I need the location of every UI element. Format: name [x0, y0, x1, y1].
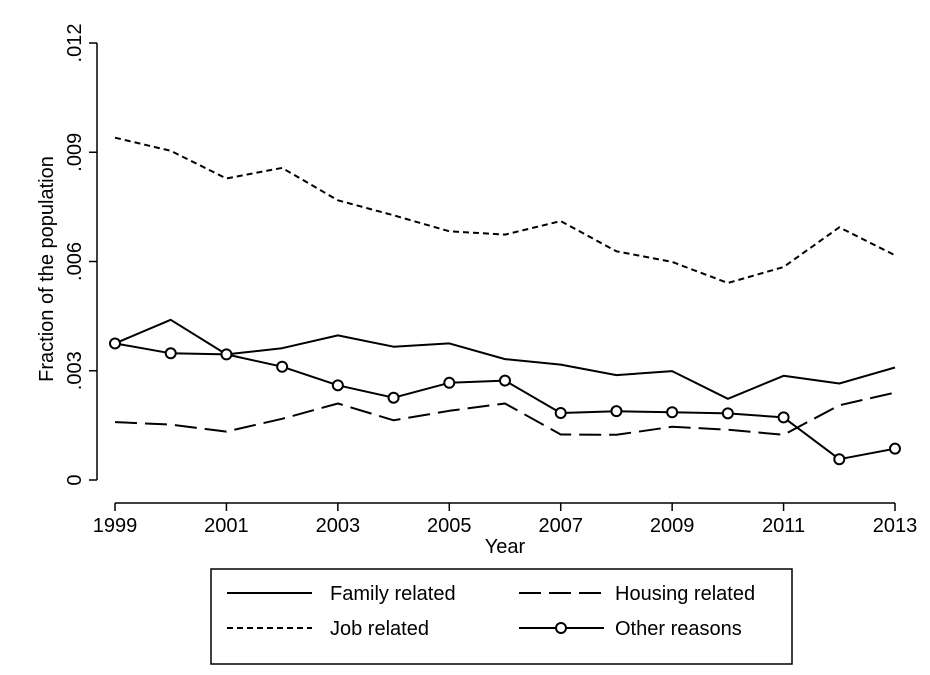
x-tick-label: 2003 — [316, 515, 361, 537]
data-point-other-reasons — [499, 374, 511, 387]
x-tick-label: 2007 — [538, 515, 583, 537]
x-tick-label: 2001 — [204, 515, 249, 537]
y-tick-label: .012 — [64, 24, 86, 63]
legend-label-job-related: Job related — [330, 618, 429, 640]
series-line-housing-related — [114, 391, 896, 436]
x-tick-label: 2005 — [427, 515, 472, 537]
data-point-other-reasons — [164, 347, 177, 360]
data-point-other-reasons — [109, 337, 121, 350]
y-tick-label: .003 — [64, 351, 86, 390]
data-point-other-reasons — [331, 379, 344, 392]
series-line-job-related — [114, 136, 896, 284]
data-point-other-reasons — [610, 405, 623, 418]
data-point-other-reasons — [554, 406, 567, 419]
legend-label-housing-related: Housing related — [615, 583, 755, 605]
x-tick-label: 2013 — [873, 515, 918, 537]
legend-marker-other-reasons — [555, 622, 567, 634]
x-axis-title: Year — [485, 536, 526, 558]
y-tick-label: 0 — [64, 474, 86, 485]
axes: 0 .003 .006 .009 .012 1999 2001 2003 2005 2007 200… — [64, 24, 917, 537]
data-point-other-reasons — [220, 348, 233, 361]
x-tick-label: 2011 — [762, 515, 805, 537]
data-point-other-reasons — [777, 411, 790, 424]
legend-label-family-related: Family related — [330, 583, 456, 605]
series-line-family-related — [114, 318, 896, 400]
data-point-other-reasons — [889, 442, 901, 455]
x-tick-label: 1999 — [93, 515, 138, 537]
legend: Family related Housing related Job relat… — [210, 568, 793, 665]
y-tick-label: .009 — [64, 133, 86, 172]
data-point-other-reasons — [721, 407, 734, 420]
legend-label-other-reasons: Other reasons — [615, 618, 742, 640]
data-point-other-reasons — [387, 391, 400, 404]
data-point-other-reasons — [666, 406, 679, 419]
y-axis-title: Fraction of the population — [36, 156, 58, 382]
y-tick-label: .006 — [64, 242, 86, 281]
data-point-other-reasons — [443, 376, 456, 389]
legend-frame — [210, 568, 793, 665]
x-tick-label: 2009 — [650, 515, 695, 537]
data-point-other-reasons — [833, 453, 846, 466]
series-lines — [109, 136, 901, 466]
data-point-other-reasons — [276, 360, 289, 373]
